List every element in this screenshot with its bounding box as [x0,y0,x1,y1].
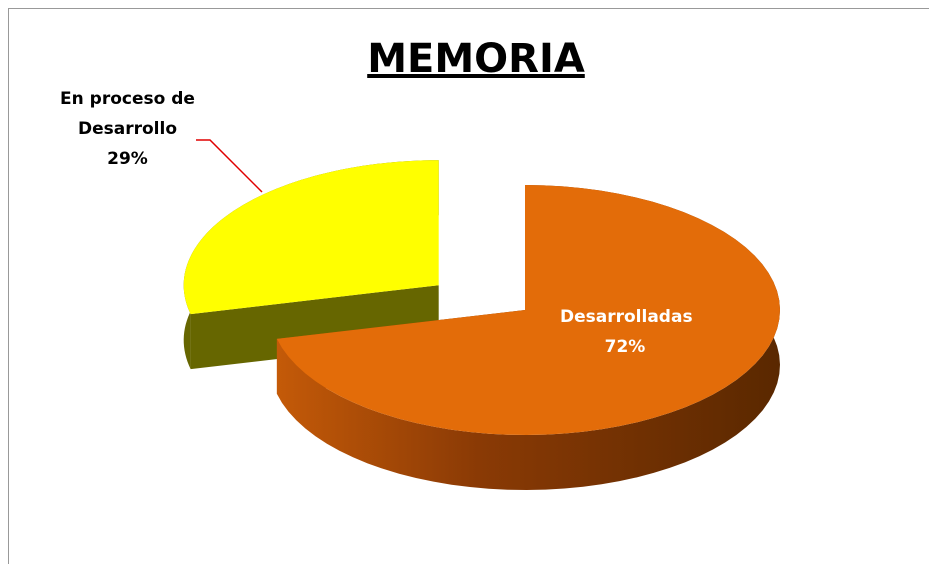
slice [276,185,780,435]
slice-category: Desarrolladas [560,307,693,327]
slice-category: En proceso de Desarrollo [60,89,195,139]
chart-title: MEMORIA [367,36,585,82]
chart-frame [8,8,929,564]
slice-label: En proceso de Desarrollo 29% [50,84,205,174]
leader-line [196,139,263,193]
slice-label: Desarrolladas 72% [560,302,693,362]
slice-value: 72% [604,337,646,357]
slice-side [190,285,439,370]
slice [183,160,439,315]
slice-value: 29% [107,149,148,169]
